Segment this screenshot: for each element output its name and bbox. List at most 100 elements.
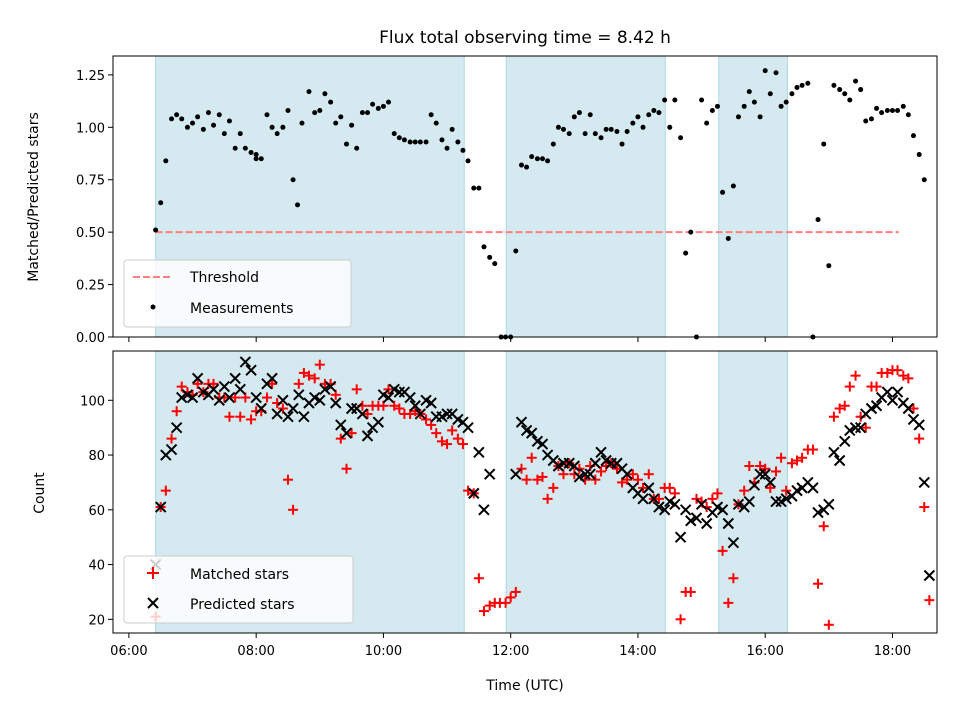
- measurements-point: [730, 183, 736, 189]
- matched-stars-point: [516, 463, 527, 474]
- ratio-panel-frame: [112, 55, 938, 338]
- matched-stars-point: [500, 597, 511, 608]
- x-tick-label: 18:00: [874, 644, 911, 659]
- matched-stars-point: [924, 595, 935, 606]
- predicted-stars-point: [695, 498, 708, 511]
- measurements-point: [624, 128, 630, 134]
- measurements-point: [853, 78, 859, 84]
- matched-stars-point: [723, 597, 734, 608]
- matched-stars-point: [643, 469, 654, 480]
- matched-stars-point: [850, 370, 861, 381]
- measurements-point: [237, 131, 243, 137]
- predicted-stars-point: [271, 408, 283, 420]
- measurements-point: [662, 97, 668, 103]
- matched-stars-point: [192, 378, 203, 389]
- predicted-stars-point: [748, 479, 761, 491]
- measurements-point: [211, 122, 217, 128]
- matched-stars-point: [362, 408, 373, 419]
- matched-stars-point: [473, 573, 484, 584]
- measurements-point: [735, 114, 741, 120]
- measurements-point: [349, 122, 355, 128]
- predicted-stars-point: [643, 482, 655, 494]
- measurements-point: [428, 112, 434, 118]
- measurements-point: [386, 99, 392, 105]
- predicted-stars-point: [287, 402, 299, 415]
- measurements-point: [704, 120, 710, 126]
- measurements-point: [333, 120, 339, 126]
- predicted-stars-point: [372, 416, 385, 428]
- count-x-axis: 06:00 08:00 10:00 12:00 14:00 16:00 18:00: [110, 633, 911, 659]
- matched-stars-point: [548, 482, 559, 493]
- matched-stars-point: [739, 485, 750, 496]
- matched-stars-point: [421, 414, 432, 425]
- measurements-point: [232, 145, 238, 151]
- measurements-point: [407, 139, 413, 145]
- measurements-point: [550, 141, 556, 147]
- matched-stars-point: [314, 359, 325, 370]
- predicted-stars-point: [716, 504, 729, 516]
- predicted-stars-point: [245, 364, 257, 376]
- predicted-stars-point: [770, 495, 782, 508]
- predicted-stars-point: [525, 427, 538, 439]
- measurements-point: [672, 97, 678, 103]
- predicted-stars-point: [807, 482, 819, 494]
- predicted-stars-point: [913, 419, 925, 431]
- matched-stars-point: [235, 411, 246, 422]
- measurements-point: [280, 124, 286, 130]
- measurements-series: [153, 68, 927, 340]
- predicted-stars-point: [404, 391, 416, 404]
- measurements-point: [656, 110, 662, 116]
- predicted-stars-point: [356, 408, 369, 420]
- predicted-stars-point: [218, 380, 231, 393]
- predicted-stars-point: [250, 391, 262, 404]
- measurements-point: [699, 97, 705, 103]
- observing-window-shade: [505, 55, 666, 338]
- measurements-point: [248, 149, 254, 155]
- legend-box: [123, 259, 352, 328]
- legend-measurements-label: Measurements: [190, 301, 293, 317]
- measurements-point: [667, 124, 673, 130]
- measurements-point: [539, 156, 545, 162]
- predicted-stars-point: [648, 493, 660, 505]
- predicted-stars-point: [425, 397, 437, 409]
- matched-stars-point: [685, 586, 696, 597]
- measurements-point: [200, 126, 206, 132]
- measurements-point: [423, 139, 429, 145]
- measurements-point: [587, 112, 593, 118]
- matched-stars-point: [908, 403, 919, 414]
- predicted-stars-point: [743, 495, 756, 508]
- matched-stars-point: [813, 578, 824, 589]
- measurements-point: [799, 82, 805, 88]
- matched-stars-point: [728, 573, 739, 584]
- predicted-stars-point: [409, 400, 421, 412]
- measurements-point: [889, 108, 895, 114]
- measurements-point: [216, 112, 222, 118]
- measurements-point: [226, 118, 232, 124]
- measurements-point: [158, 200, 164, 206]
- predicted-stars-point: [298, 411, 310, 423]
- measurements-point: [269, 124, 275, 130]
- matched-stars-point: [505, 592, 516, 603]
- matched-stars-point: [818, 521, 829, 532]
- matched-stars-point: [298, 367, 309, 378]
- matched-stars-point: [457, 439, 468, 450]
- legend-matched-label: Matched stars: [190, 567, 289, 583]
- matched-stars-point: [537, 471, 548, 482]
- y-tick-label: 0.25: [76, 279, 105, 294]
- predicted-stars-point: [669, 498, 681, 511]
- measurements-point: [635, 114, 641, 120]
- predicted-stars-point: [282, 411, 294, 423]
- measurements-point: [328, 99, 334, 105]
- ratio-x-axis: [128, 337, 893, 342]
- predicted-stars-point: [319, 383, 331, 396]
- predicted-stars-point: [918, 476, 930, 489]
- measurements-point: [868, 116, 874, 122]
- observing-window-shade: [718, 55, 788, 338]
- measurements-point: [614, 128, 620, 134]
- matched-stars-point: [664, 482, 675, 493]
- x-tick-label: 10:00: [365, 644, 402, 659]
- predicted-stars-point: [324, 380, 337, 393]
- measurements-point: [253, 156, 259, 162]
- matched-stars-point: [351, 384, 362, 395]
- legend-threshold-label: Threshold: [189, 270, 259, 286]
